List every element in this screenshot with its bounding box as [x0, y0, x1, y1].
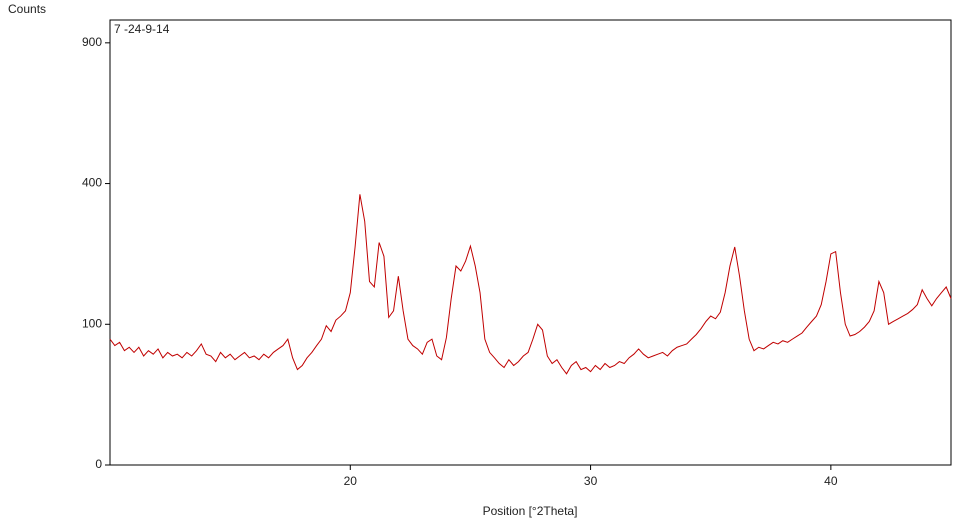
y-tick-label: 100 — [82, 316, 102, 330]
x-tick-label: 30 — [584, 474, 598, 488]
y-tick-label: 400 — [82, 176, 102, 190]
data-line — [109, 194, 952, 375]
annotation: 7 -24-9-14 — [114, 22, 170, 36]
x-axis-label: Position [°2Theta] — [483, 504, 578, 518]
plot-frame — [109, 19, 952, 466]
x-tick-label: 20 — [344, 474, 358, 488]
y-tick-label: 900 — [82, 35, 102, 49]
y-tick-label: 0 — [95, 457, 102, 471]
y-axis-label: Counts — [8, 2, 46, 16]
x-tick-label: 40 — [824, 474, 838, 488]
